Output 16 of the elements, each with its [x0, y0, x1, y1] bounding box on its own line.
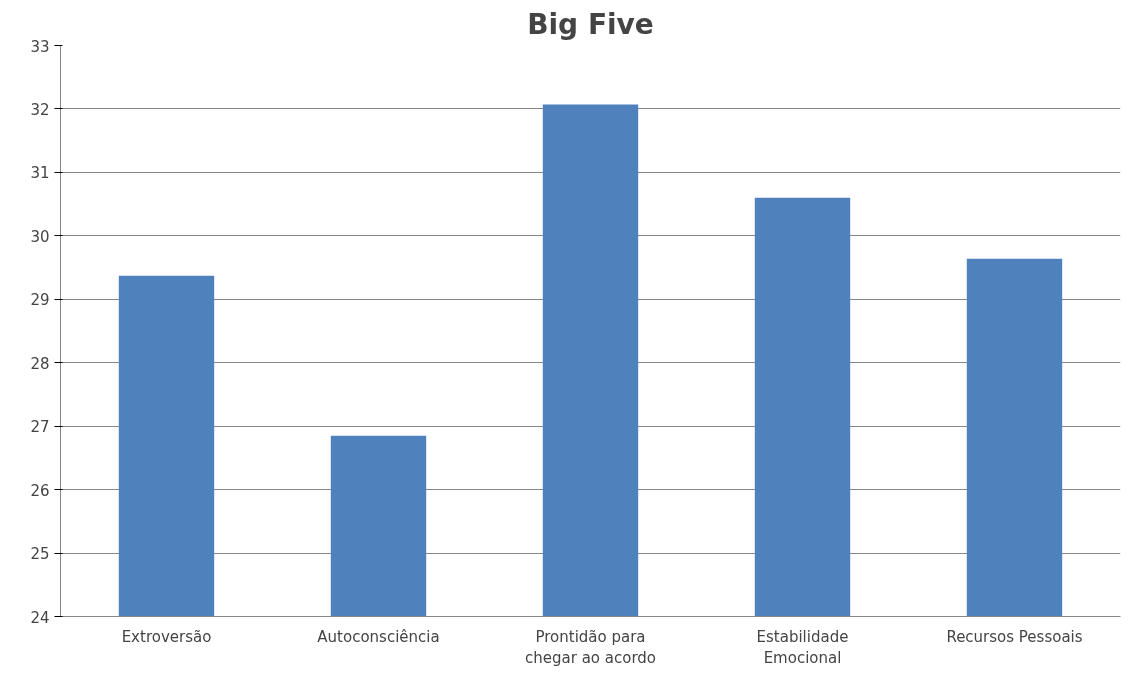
- x-tick-label: Extroversão: [121, 627, 212, 646]
- x-tick-label: Prontidão para chegar ao acordo: [525, 627, 657, 668]
- x-tick-label: Estabilidade Emocional: [756, 627, 849, 668]
- y-tick-label: 26: [30, 481, 50, 500]
- y-tick-label: 31: [30, 164, 50, 183]
- x-tick-label: Autoconsciência: [317, 627, 440, 646]
- y-tick-label: 24: [30, 608, 50, 627]
- y-tick-label: 25: [30, 545, 50, 564]
- x-tick-label: Recursos Pessoais: [946, 627, 1083, 646]
- chart-title: Big Five: [527, 7, 654, 41]
- y-tick-label: 33: [30, 37, 50, 56]
- y-tick-label: 30: [30, 227, 50, 246]
- y-tick-label: 28: [30, 354, 50, 373]
- y-tick-label: 32: [30, 100, 50, 119]
- y-tick-label: 29: [30, 291, 50, 310]
- y-tick-label: 27: [30, 418, 50, 437]
